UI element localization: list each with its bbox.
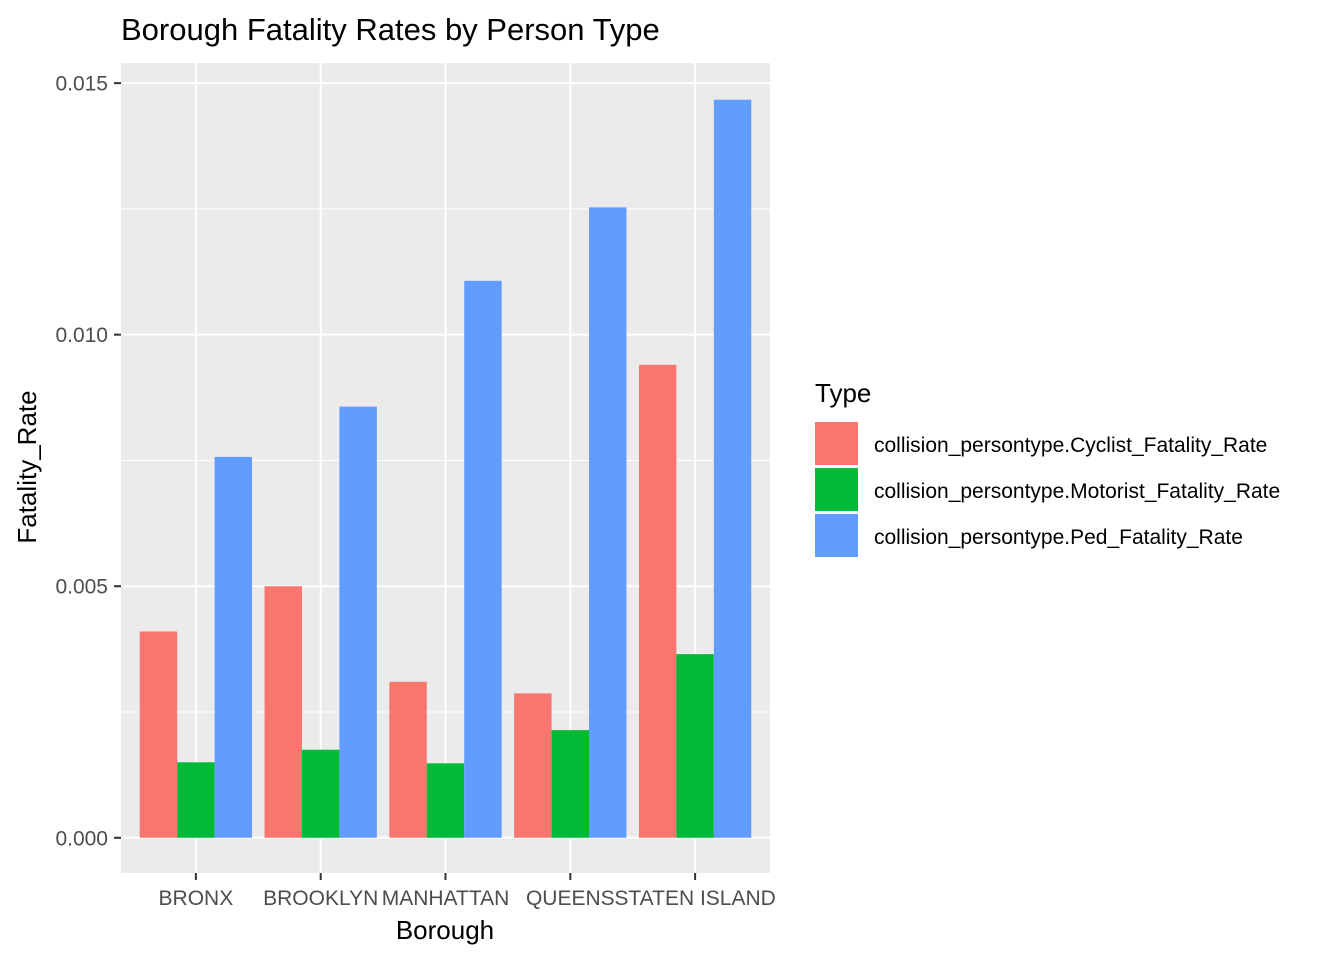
legend: Type collision_persontype.Cyclist_Fatali…	[815, 378, 1280, 557]
x-tick-label: BROOKLYN	[263, 887, 378, 910]
bar	[214, 456, 253, 838]
x-axis-title: Borough	[396, 915, 494, 945]
x-axis: BRONX BROOKLYN MANHATTAN QUEENS STATEN ISLAN…	[159, 873, 776, 910]
bar	[301, 749, 340, 838]
legend-label: collision_persontype.Ped_Fatality_Rate	[874, 526, 1243, 549]
legend-swatch	[815, 468, 858, 511]
y-axis: 0.000 0.005 0.010 0.015	[55, 73, 121, 850]
legend-label: collision_persontype.Motorist_Fatality_R…	[874, 480, 1280, 503]
bar	[464, 280, 502, 838]
y-tick-label: 0.015	[55, 73, 108, 96]
bar	[426, 763, 465, 838]
bar	[676, 654, 714, 838]
legend-label: collision_persontype.Cyclist_Fatality_Ra…	[874, 434, 1267, 457]
legend-items: collision_persontype.Cyclist_Fatality_Ra…	[815, 422, 1280, 557]
bar	[514, 693, 552, 838]
bar	[264, 586, 302, 838]
legend-title: Type	[815, 378, 871, 408]
chart-title: Borough Fatality Rates by Person Type	[121, 12, 660, 47]
bar	[638, 364, 677, 838]
x-tick-label: MANHATTAN	[382, 887, 510, 910]
y-tick-label: 0.010	[55, 324, 108, 347]
bar	[713, 99, 752, 838]
x-tick-label: STATEN ISLAND	[614, 887, 775, 910]
legend-swatch	[815, 422, 858, 465]
x-tick-label: QUEENS	[526, 887, 615, 910]
y-tick-label: 0.000	[55, 827, 108, 850]
bars	[139, 99, 752, 838]
legend-swatch	[815, 514, 858, 557]
bar	[389, 681, 427, 838]
bar	[339, 406, 377, 838]
bar	[551, 730, 590, 838]
bar	[177, 762, 215, 838]
y-tick-label: 0.005	[55, 576, 108, 599]
x-tick-label: BRONX	[159, 887, 234, 910]
bar	[589, 207, 627, 838]
y-axis-title: Fatality_Rate	[12, 390, 42, 543]
bar	[139, 631, 178, 838]
